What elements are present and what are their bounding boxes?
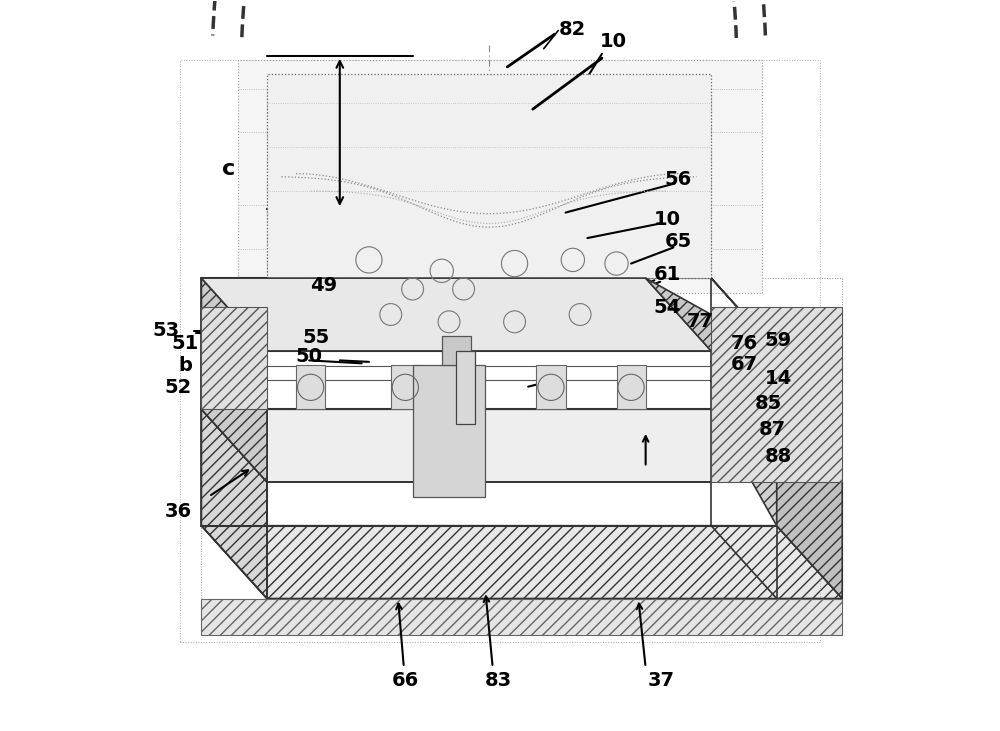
Text: 67: 67 xyxy=(730,355,758,374)
Text: 87: 87 xyxy=(759,420,786,439)
Text: 37: 37 xyxy=(648,670,675,689)
Text: 61: 61 xyxy=(654,265,681,284)
Text: c: c xyxy=(222,159,236,179)
Polygon shape xyxy=(711,307,842,482)
Polygon shape xyxy=(201,278,711,351)
Bar xyxy=(391,366,420,409)
Bar xyxy=(456,351,475,424)
Text: 10: 10 xyxy=(599,32,626,51)
Text: 10: 10 xyxy=(654,211,681,230)
Text: b: b xyxy=(178,356,192,375)
Text: 51: 51 xyxy=(172,334,199,353)
Bar xyxy=(201,278,842,599)
Text: 66: 66 xyxy=(392,670,419,689)
Text: 56: 56 xyxy=(665,170,692,189)
Text: 36: 36 xyxy=(165,501,192,520)
Polygon shape xyxy=(711,278,842,599)
Bar xyxy=(238,60,762,292)
Polygon shape xyxy=(201,526,842,599)
Bar xyxy=(536,366,566,409)
Text: 88: 88 xyxy=(765,447,792,466)
Text: 55: 55 xyxy=(303,328,330,347)
Bar xyxy=(267,75,711,278)
Polygon shape xyxy=(201,278,267,482)
Bar xyxy=(296,366,325,409)
Text: 77: 77 xyxy=(687,312,714,331)
Text: 65: 65 xyxy=(665,232,692,251)
Polygon shape xyxy=(646,278,777,482)
Polygon shape xyxy=(711,409,842,599)
Text: 49: 49 xyxy=(310,276,337,295)
Text: 52: 52 xyxy=(165,378,192,397)
Bar xyxy=(180,60,820,643)
Text: 54: 54 xyxy=(654,298,681,317)
Text: 53: 53 xyxy=(153,321,180,340)
Bar xyxy=(617,366,646,409)
Polygon shape xyxy=(201,599,842,635)
Bar xyxy=(413,366,485,496)
Bar xyxy=(442,336,471,366)
Text: 14: 14 xyxy=(765,369,792,388)
Polygon shape xyxy=(267,88,711,278)
Text: 83: 83 xyxy=(485,670,512,689)
Polygon shape xyxy=(201,409,267,599)
Text: 59: 59 xyxy=(765,330,792,349)
Text: 76: 76 xyxy=(730,334,758,353)
Polygon shape xyxy=(201,409,777,482)
Polygon shape xyxy=(201,307,267,409)
Text: 82: 82 xyxy=(559,20,586,39)
Text: 50: 50 xyxy=(296,347,323,366)
Text: 85: 85 xyxy=(754,394,782,413)
